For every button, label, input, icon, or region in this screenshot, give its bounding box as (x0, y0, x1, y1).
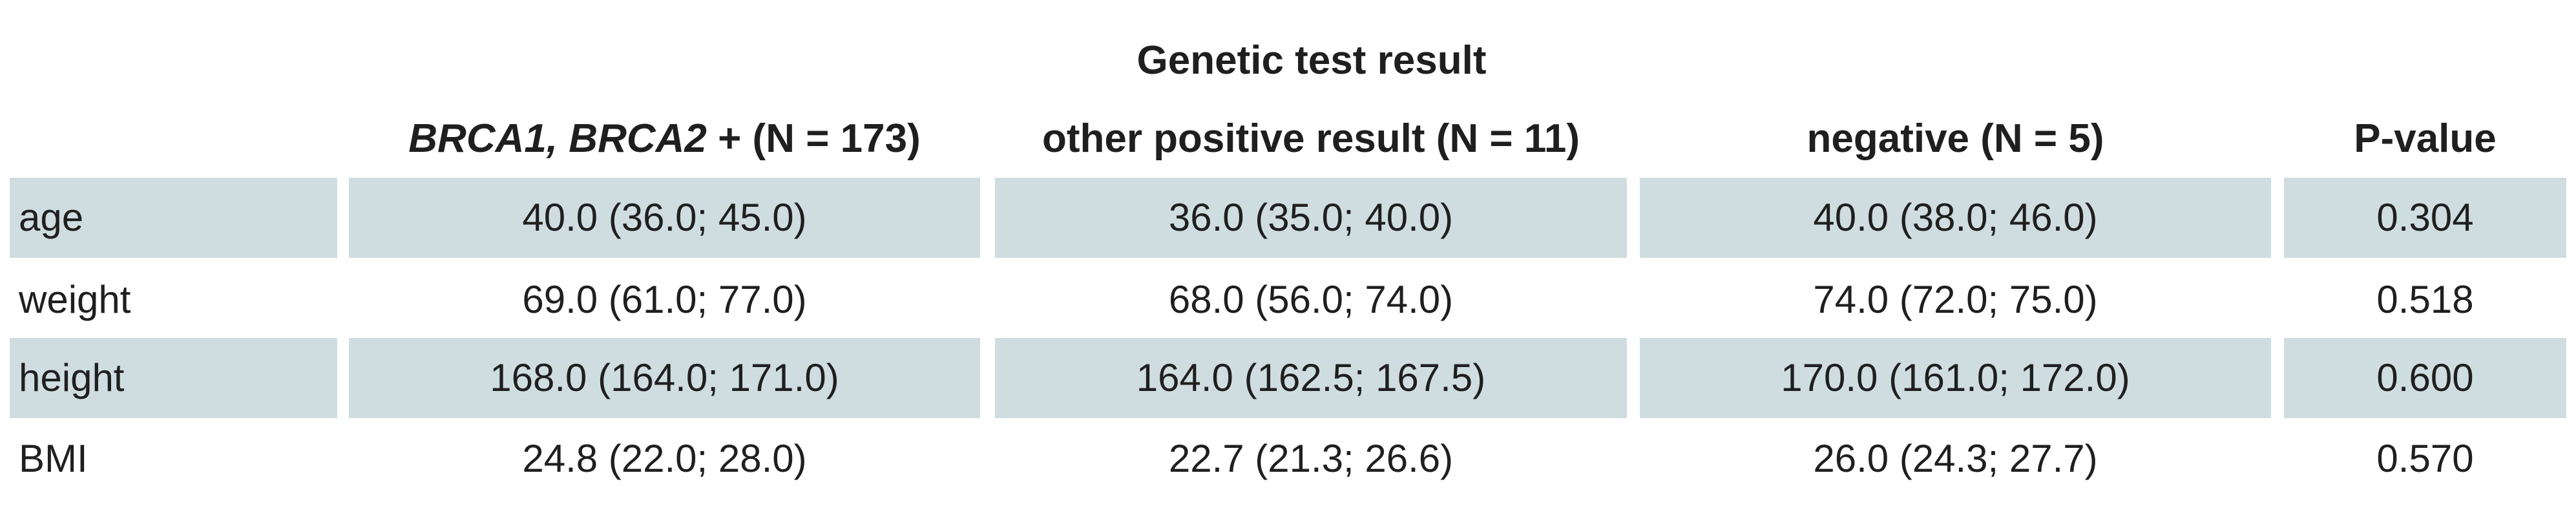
cell-p-value: 0.518 (2376, 278, 2474, 321)
cell-p-value: 0.304 (2284, 178, 2566, 258)
column-header-brca: BRCA1, BRCA2 + (N = 173) (349, 110, 980, 168)
cell-brca: 168.0 (164.0; 171.0) (349, 338, 980, 418)
column-header-brca-count: + (N = 173) (706, 116, 921, 161)
cell-other-positive: 164.0 (162.5; 167.5) (995, 338, 1627, 418)
table-row: weight 69.0 (61.0; 77.0) 68.0 (56.0; 74.… (0, 260, 2576, 340)
column-header-other-positive: other positive result (N = 11) (1042, 116, 1580, 161)
row-label: height (10, 338, 337, 418)
cell-other-positive: 22.7 (21.3; 26.6) (1168, 437, 1454, 480)
row-label: BMI (19, 437, 88, 480)
table-row: height 168.0 (164.0; 171.0) 164.0 (162.5… (0, 338, 2576, 418)
column-header-negative: negative (N = 5) (1806, 116, 2104, 161)
column-header-p-value: P-value (2354, 116, 2497, 161)
cell-brca: 24.8 (22.0; 28.0) (522, 437, 807, 480)
cell-negative: 40.0 (38.0; 46.0) (1640, 178, 2271, 258)
cell-negative: 74.0 (72.0; 75.0) (1813, 278, 2098, 321)
row-label: age (10, 178, 337, 258)
cell-other-positive: 68.0 (56.0; 74.0) (1168, 278, 1454, 321)
column-header-brca-genes: BRCA1, BRCA2 (408, 116, 707, 161)
cell-p-value: 0.570 (2376, 437, 2474, 480)
cell-p-value: 0.600 (2284, 338, 2566, 418)
row-label: weight (19, 278, 131, 321)
table-row: age 40.0 (36.0; 45.0) 36.0 (35.0; 40.0) … (0, 178, 2576, 258)
cell-brca: 69.0 (61.0; 77.0) (522, 278, 807, 321)
cell-negative: 170.0 (161.0; 172.0) (1640, 338, 2271, 418)
cell-brca: 40.0 (36.0; 45.0) (349, 178, 980, 258)
table-row: BMI 24.8 (22.0; 28.0) 22.7 (21.3; 26.6) … (0, 419, 2576, 499)
cell-negative: 26.0 (24.3; 27.7) (1813, 437, 2098, 480)
cell-other-positive: 36.0 (35.0; 40.0) (995, 178, 1627, 258)
group-header: Genetic test result (1136, 38, 1487, 83)
